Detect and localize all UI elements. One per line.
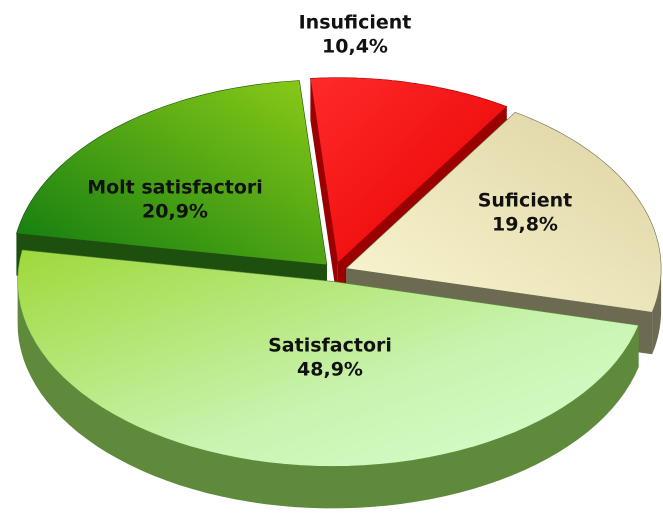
slice-value-label: 10,4% — [322, 36, 388, 58]
slice-side — [310, 78, 338, 305]
slice-label: Suficient — [478, 190, 573, 212]
slice — [310, 77, 508, 264]
slice-label: Insuficient — [299, 12, 412, 34]
slice-value-label: 20,9% — [142, 201, 208, 223]
slice-wall — [17, 281, 639, 509]
slice-value-label: 48,9% — [297, 359, 363, 381]
slice-label: Satisfactori — [268, 335, 392, 357]
slice — [345, 111, 662, 313]
slice-label: Molt satisfactori — [87, 177, 263, 199]
slice — [15, 80, 328, 266]
slice-value-label: 19,8% — [492, 214, 558, 236]
slice-wall — [652, 268, 662, 355]
slice — [17, 249, 640, 467]
